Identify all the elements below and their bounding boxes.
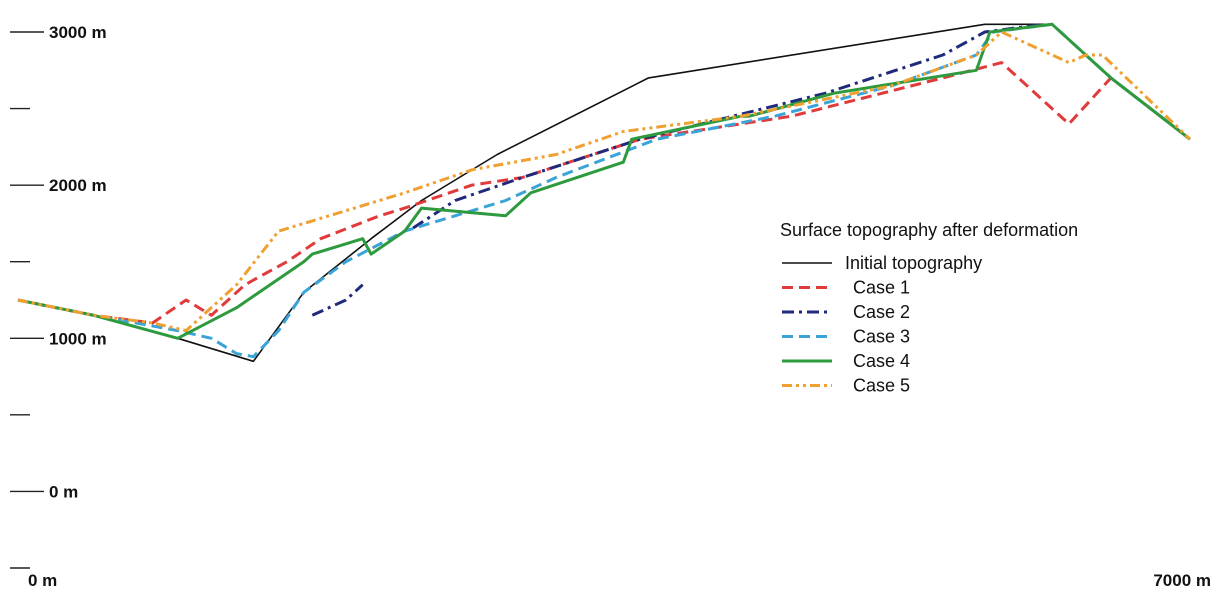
y-axis: 3000 m 2000 m 1000 m 0 m [10,23,107,569]
legend-label-case-3: Case 3 [853,327,910,347]
x-tick-label: 7000 m [1153,571,1211,590]
series-line-case-2 [311,283,364,317]
y-tick-label: 3000 m [49,23,107,42]
plot-lines [17,22,1192,363]
legend-label-case-4: Case 4 [853,351,910,371]
series-line-case-5 [17,30,1192,333]
x-tick-label: 0 m [28,571,57,590]
legend-title: Surface topography after deformation [780,220,1078,240]
x-axis: 0 m 7000 m [28,571,1211,590]
legend-label-case-1: Case 1 [853,278,910,298]
series-line-case-3 [17,22,1191,359]
y-tick-label: 2000 m [49,176,107,195]
legend-label-case-5: Case 5 [853,376,910,396]
y-tick-label: 1000 m [49,329,107,348]
legend-label-initial-topography: Initial topography [845,253,982,273]
legend: Surface topography after deformation Ini… [780,220,1078,396]
y-tick-label: 0 m [49,482,78,501]
legend-label-case-2: Case 2 [853,302,910,322]
legend-items: Initial topography Case 1 Case 2 Case 3 Case… [782,253,982,396]
series-line-case-4 [17,22,1191,340]
series-line-case-1 [17,61,1191,325]
